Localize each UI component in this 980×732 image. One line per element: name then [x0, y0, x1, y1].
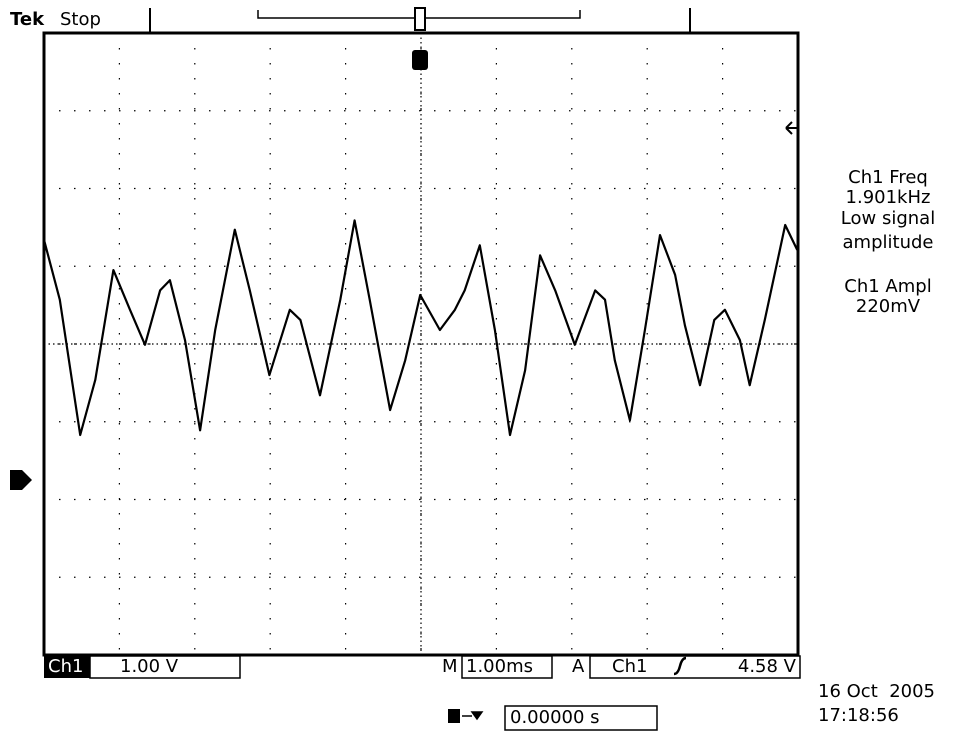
slope-icon: [673, 656, 687, 676]
status: Stop: [60, 9, 101, 30]
measurement-text: 220mV: [856, 296, 921, 317]
date: 16 Oct 2005: [818, 681, 935, 702]
measurement-text: Ch1 Ampl: [844, 276, 931, 297]
trigger-level: 4.58 V: [738, 656, 797, 677]
time-box: [461, 655, 553, 679]
time: 17:18:56: [818, 705, 899, 726]
measurement-text: Low signal: [841, 208, 935, 229]
scale-box: [89, 655, 241, 679]
time-per-div: 1.00ms: [466, 656, 533, 677]
brand: Tek: [10, 9, 45, 30]
ground-marker: [10, 470, 32, 490]
delay-icon: [448, 709, 460, 723]
time-prefix: M: [442, 656, 458, 677]
delay: 0.00000 s: [510, 707, 600, 728]
delay-arrow: [462, 711, 484, 721]
measurement-text: Ch1 Freq: [848, 167, 928, 188]
trigger-box: [589, 655, 801, 679]
trigger-level-arrow: [785, 121, 798, 135]
view-marker: [414, 7, 426, 31]
trigger-source: Ch1: [612, 656, 647, 677]
graticule: [44, 33, 798, 655]
channel-label: Ch1: [48, 656, 83, 677]
trigger-marker: [412, 50, 428, 70]
waveform: [42, 219, 799, 437]
delay-box: [504, 705, 658, 731]
volts-per-div: 1.00 V: [120, 656, 179, 677]
measurement-text: amplitude: [843, 232, 934, 253]
channel-box: [44, 656, 90, 678]
trigger-prefix: A: [572, 656, 585, 677]
measurement-text: 1.901kHz: [846, 187, 931, 208]
